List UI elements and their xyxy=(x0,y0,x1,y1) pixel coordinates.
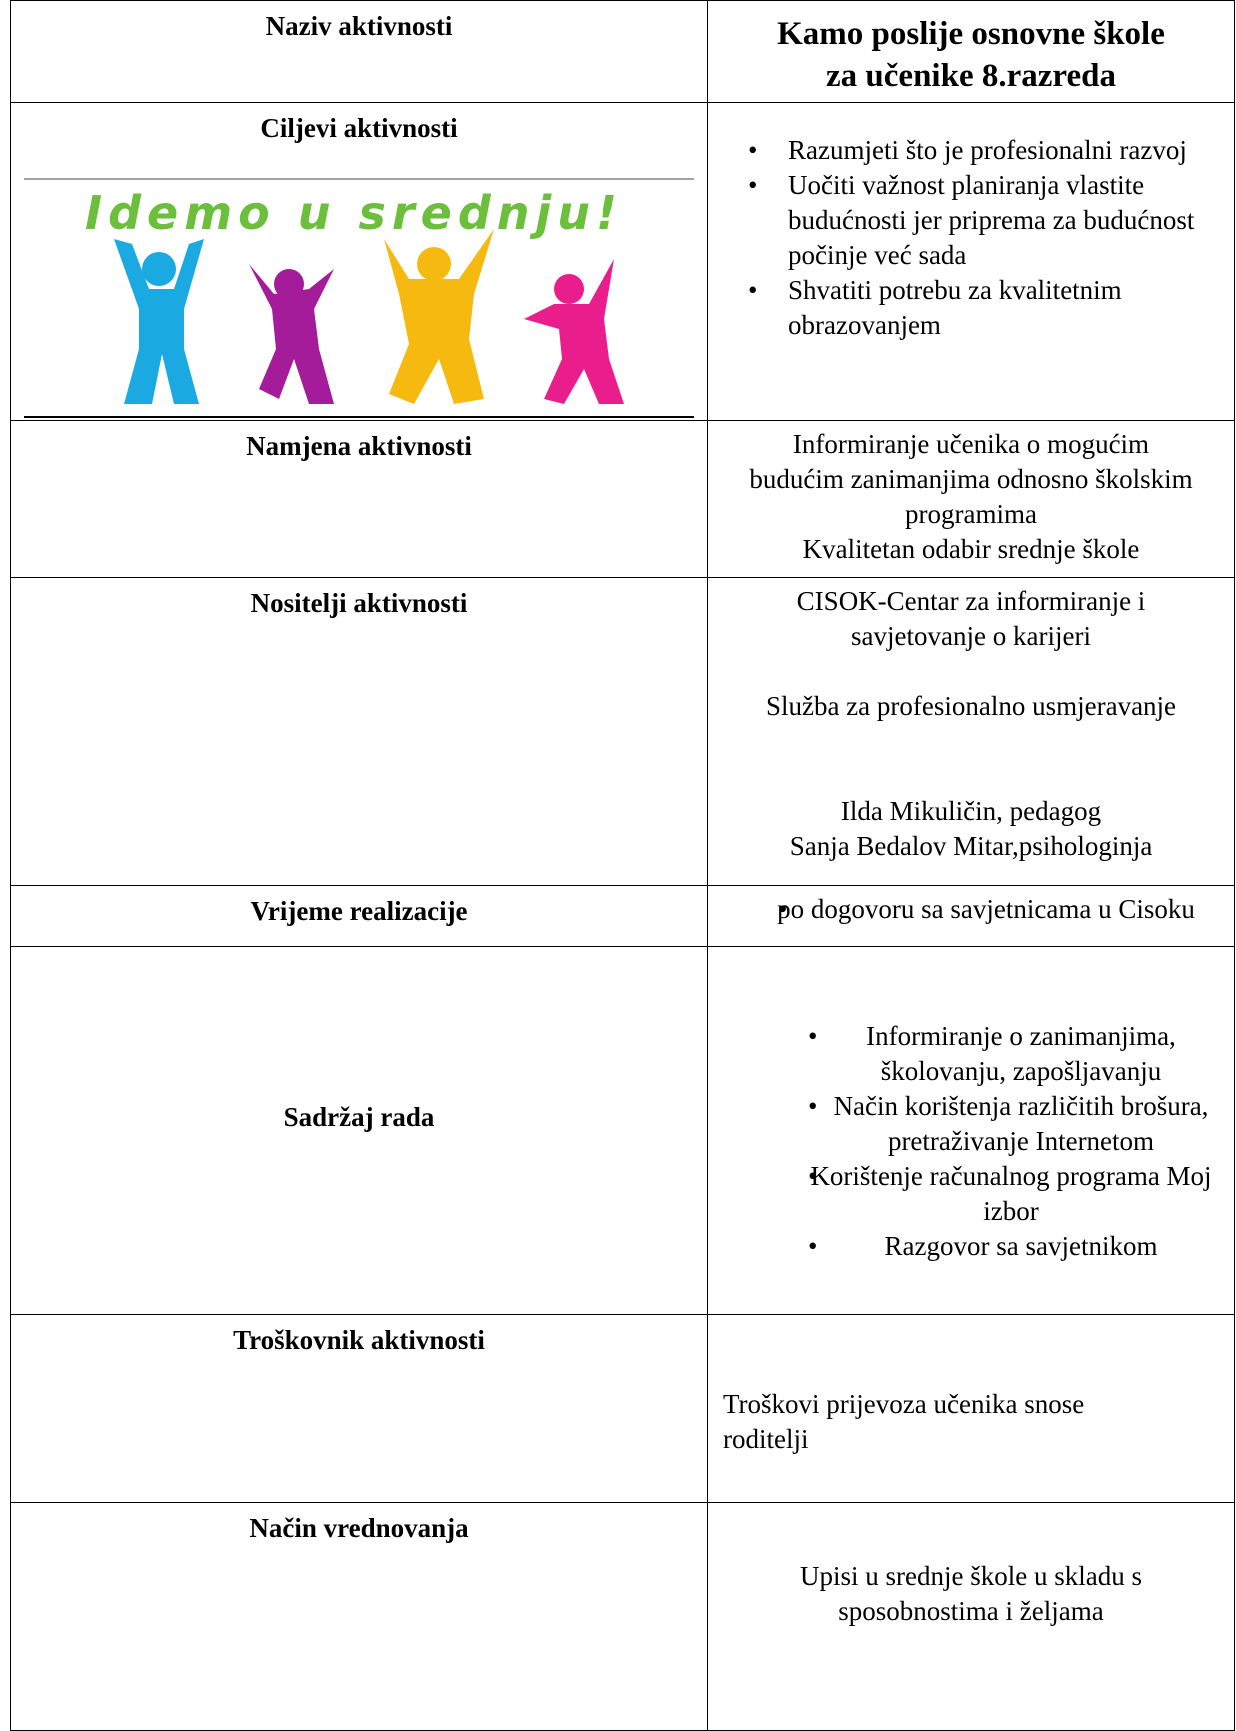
title: Kamo poslije osnovne škole za učenike 8.… xyxy=(708,1,1234,102)
line: Informiranje učenika o mogućim budućim z… xyxy=(749,429,1193,529)
row-label: Ciljevi aktivnosti Idemo u srednju! xyxy=(11,103,708,420)
row-label: Način vrednovanja xyxy=(11,1503,708,1730)
line: Ilda Mikuličin, pedagog xyxy=(840,796,1102,826)
costs: Troškovi prijevoza učenika snose roditel… xyxy=(708,1315,1234,1502)
evaluation: Upisi u srednje škole u skladu s sposobn… xyxy=(708,1503,1234,1730)
row-label: Sadržaj rada xyxy=(11,947,708,1314)
figure xyxy=(524,259,624,404)
bullet: Razgovor sa savjetnikom xyxy=(768,1229,1224,1264)
bullet: Uočiti važnost planiranja vlastite buduć… xyxy=(708,168,1234,273)
bullet-list: Informiranje o zanimanjima, školovanju, … xyxy=(768,1019,1224,1264)
label-text: Ciljevi aktivnosti xyxy=(260,113,458,143)
content: Informiranje o zanimanjima, školovanju, … xyxy=(708,947,1234,1314)
line: Kvalitetan odabir srednje škole xyxy=(802,534,1140,564)
row-purpose: Namjena aktivnosti Informiranje učenika … xyxy=(10,420,1235,577)
line: Sanja Bedalov Mitar,psihologinja xyxy=(789,831,1153,861)
row-name: Naziv aktivnosti Kamo poslije osnovne šk… xyxy=(10,0,1235,102)
row-label: Namjena aktivnosti xyxy=(11,421,708,577)
line: Upisi u srednje škole u skladu s sposobn… xyxy=(800,1561,1142,1626)
bullet: Razumjeti što je profesionalni razvoj xyxy=(708,133,1234,168)
row-evaluation: Način vrednovanja Upisi u srednje škole … xyxy=(10,1502,1235,1731)
row-content: Sadržaj rada Informiranje o zanimanjima,… xyxy=(10,946,1235,1314)
title-line: Kamo poslije osnovne škole xyxy=(777,16,1165,52)
row-costs: Troškovnik aktivnosti Troškovi prijevoza… xyxy=(10,1314,1235,1502)
figure xyxy=(384,229,494,404)
line: Služba za profesionalno usmjeravanje xyxy=(765,691,1177,721)
time: po dogovoru sa savjetnicama u Cisoku xyxy=(708,886,1234,946)
bullet: Korištenje računalnog programa Moj izbor xyxy=(768,1159,1224,1229)
title-line: za učenike 8.razreda xyxy=(826,58,1116,94)
row-label: Troškovnik aktivnosti xyxy=(11,1315,708,1502)
image-text: Idemo u srednju! xyxy=(85,186,623,240)
line: CISOK-Centar za informiranje i savjetova… xyxy=(796,586,1146,651)
figure xyxy=(114,239,204,404)
line: Troškovi prijevoza učenika snose roditel… xyxy=(723,1389,1085,1454)
row-label: Naziv aktivnosti xyxy=(11,1,708,102)
row-goals: Ciljevi aktivnosti Idemo u srednju! Razu… xyxy=(10,102,1235,420)
holders: CISOK-Centar za informiranje i savjetova… xyxy=(708,578,1234,885)
row-label: Vrijeme realizacije xyxy=(11,886,708,946)
row-label: Nositelji aktivnosti xyxy=(11,578,708,885)
purpose: Informiranje učenika o mogućim budućim z… xyxy=(708,421,1234,577)
bullet-list: Razumjeti što je profesionalni razvoj Uo… xyxy=(708,133,1234,343)
bullet: Način korištenja različitih brošura, pre… xyxy=(768,1089,1224,1159)
bullet-list: po dogovoru sa savjetnicama u Cisoku xyxy=(738,892,1204,927)
bullet: Shvatiti potrebu za kvalitetnim obrazova… xyxy=(708,273,1234,343)
bullet: Informiranje o zanimanjima, školovanju, … xyxy=(768,1019,1224,1089)
figure xyxy=(249,264,334,404)
row-time: Vrijeme realizacije po dogovoru sa savje… xyxy=(10,885,1235,946)
row-holders: Nositelji aktivnosti CISOK-Centar za inf… xyxy=(10,577,1235,885)
bullet: po dogovoru sa savjetnicama u Cisoku xyxy=(738,892,1204,927)
goals: Razumjeti što je profesionalni razvoj Uo… xyxy=(708,103,1234,420)
illustration: Idemo u srednju! xyxy=(24,178,694,418)
